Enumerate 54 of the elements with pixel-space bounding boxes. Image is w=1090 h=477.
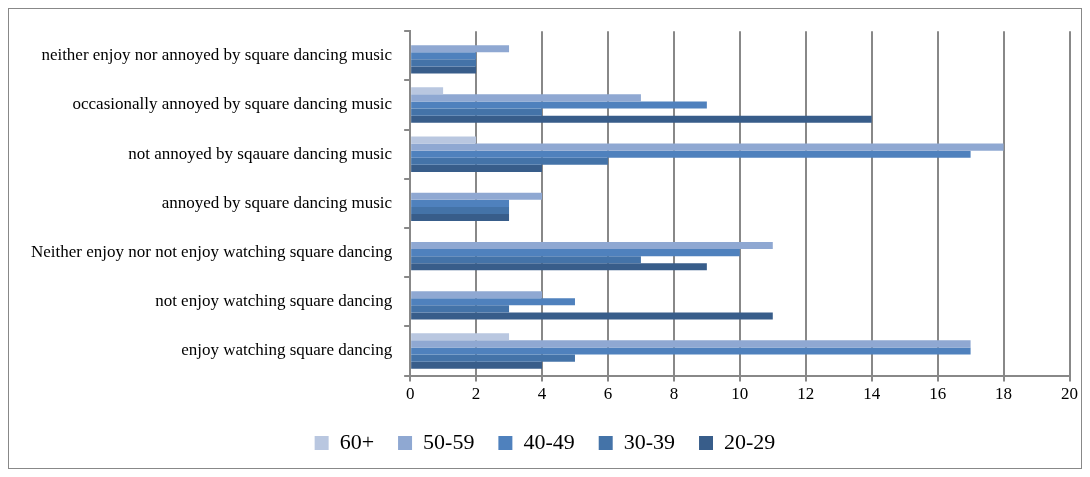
y-tick-label: annoyed by square dancing music: [161, 192, 393, 212]
bar: [411, 164, 543, 172]
x-tick-label: 20: [1061, 384, 1078, 404]
y-tick-label: enjoy watching square dancing: [181, 340, 393, 360]
bar: [411, 256, 641, 264]
bar: [411, 45, 510, 53]
bar: [411, 305, 510, 313]
bar: [411, 192, 543, 200]
bar: [411, 66, 477, 74]
legend-label: 20-29: [724, 428, 776, 454]
bar: [411, 291, 543, 299]
legend-label: 60+: [339, 428, 375, 454]
bar: [411, 157, 608, 165]
bar: [411, 52, 477, 60]
bar: [411, 87, 444, 95]
bar: [411, 361, 543, 369]
legend-label: 40-49: [523, 428, 575, 454]
bar: [411, 347, 971, 355]
x-tick-label: 16: [929, 384, 947, 404]
bar: [411, 143, 1004, 151]
bar: [411, 59, 477, 67]
x-tick-label: 6: [603, 384, 613, 404]
x-tick-label: 8: [669, 384, 679, 404]
x-tick-label: 0: [405, 384, 415, 404]
bar: [411, 150, 971, 158]
bar: [411, 214, 510, 222]
y-tick-label: not annoyed by sqauare dancing music: [128, 143, 393, 163]
bar: [411, 206, 510, 215]
y-tick-label: occasionally annoyed by square dancing music: [72, 94, 393, 114]
bar: [411, 263, 707, 271]
bar: [411, 298, 575, 306]
bar: [411, 312, 773, 320]
bar: [411, 199, 510, 207]
x-tick-label: 12: [797, 384, 815, 404]
bar: [411, 94, 641, 102]
x-tick-label: 18: [995, 384, 1013, 404]
y-tick-label: neither enjoy nor annoyed by square dancing music: [41, 45, 393, 65]
x-tick-label: 4: [537, 384, 547, 404]
bar: [411, 136, 477, 144]
bar: [411, 101, 707, 109]
bar: [411, 354, 575, 362]
x-tick-label: 2: [471, 384, 481, 404]
bar: [411, 249, 740, 257]
x-tick-label: 14: [863, 384, 881, 404]
bar: [411, 340, 971, 348]
y-tick-label: Neither enjoy nor not enjoy watching square dancing: [30, 242, 393, 262]
bar: [411, 241, 773, 250]
bar: [411, 108, 543, 116]
bar: [411, 333, 510, 341]
x-tick-label: 10: [731, 384, 749, 404]
legend-label: 50-59: [423, 428, 475, 454]
legend-label: 30-39: [623, 428, 676, 454]
bar: [411, 115, 872, 123]
y-tick-label: not enjoy watching square dancing: [155, 291, 393, 311]
